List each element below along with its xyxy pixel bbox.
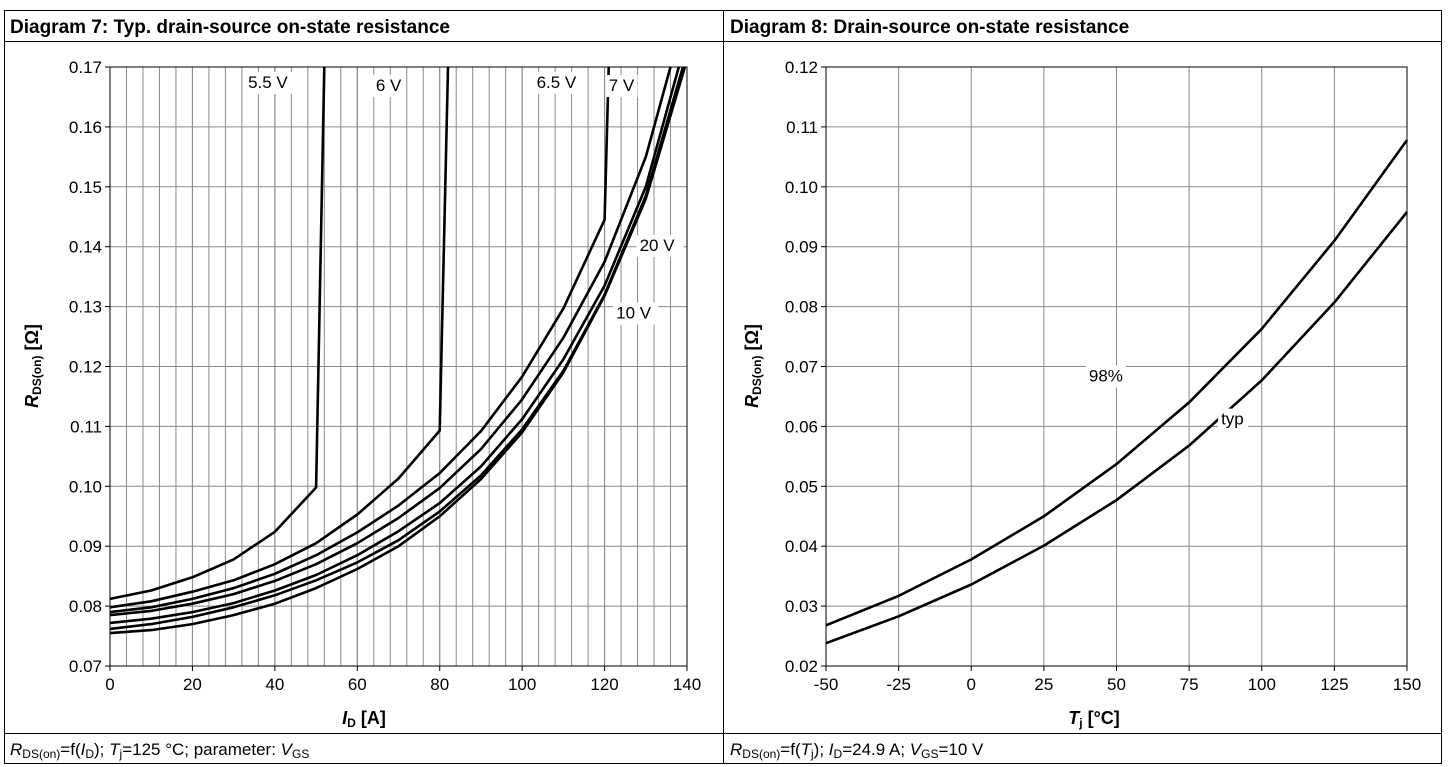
x-tick-label: -50 [814, 675, 839, 694]
chart-8-tick-labels: -50 -25 0 25 50 75 100 125 150 0.02 0.03 0.04 0.05 0.… [785, 58, 1421, 694]
curve-label-background [533, 71, 582, 94]
series-line [825, 139, 1409, 627]
x-tick-label: 40 [265, 675, 284, 694]
curve-label: 5.5 V [248, 73, 288, 92]
series-line [109, 66, 672, 617]
chart-7-tick-labels: 0 20 40 60 80 100 120 140 0.07 0.08 0.09 0.10 0.11 0.… [69, 58, 701, 694]
x-tick-label: 100 [1248, 675, 1276, 694]
x-tick-label: 140 [673, 675, 701, 694]
plot-area-border [825, 66, 1408, 667]
x-tick-label: -25 [886, 675, 911, 694]
y-tick-label: 0.07 [785, 358, 818, 377]
curve-label-background [372, 74, 405, 97]
y-tick-label: 0.08 [785, 298, 818, 317]
series-line [109, 66, 685, 631]
series-line [825, 211, 1409, 645]
curve-label: 20 V [640, 236, 676, 255]
y-tick-label: 0.13 [69, 298, 102, 317]
y-tick-label: 0.12 [785, 58, 818, 77]
curve-label: 98% [1089, 366, 1123, 385]
chart-7-grid [105, 66, 688, 671]
chart-7-curve-labels: 5.5 V 6 V 6.5 V 7 V 20 V 10 V [245, 71, 684, 325]
series-line [109, 66, 326, 601]
chart-7-y-axis-label: RDS(on) [Ω] [22, 324, 44, 408]
curve-label: 6.5 V [537, 73, 577, 92]
y-tick-label: 0.07 [69, 657, 102, 676]
series-line [109, 66, 687, 635]
y-tick-label: 0.12 [69, 358, 102, 377]
y-tick-label: 0.11 [786, 118, 818, 137]
y-tick-label: 0.15 [69, 178, 102, 197]
chart-7: 5.5 V 6 V 6.5 V 7 V 20 V 10 V 0 20 40 60 80 100 120… [22, 58, 701, 730]
x-tick-label: 25 [1034, 675, 1053, 694]
y-tick-label: 0.16 [69, 118, 102, 137]
y-tick-label: 0.09 [785, 238, 818, 257]
x-tick-label: 50 [1107, 675, 1126, 694]
curve-label: 7 V [609, 76, 635, 95]
curve-label-background [613, 302, 659, 325]
y-tick-label: 0.09 [69, 537, 102, 556]
diagram-7-title: Diagram 7: Typ. drain-source on-state re… [10, 17, 450, 38]
y-tick-label: 0.03 [785, 597, 818, 616]
diagram-7-caption: RDS(on)=f(ID); Tj=125 °C; parameter: VGS [10, 740, 309, 761]
chart-8-x-axis-label: Tj [°C] [1068, 708, 1120, 730]
curve-label-background [245, 71, 294, 94]
y-tick-label: 0.17 [69, 58, 102, 77]
y-tick-label: 0.10 [69, 477, 102, 496]
plot-area-border [109, 66, 688, 667]
chart-8-curve-labels: 98% typ [1085, 365, 1249, 431]
y-tick-label: 0.02 [785, 657, 818, 676]
series-line [109, 66, 610, 614]
y-tick-label: 0.11 [70, 417, 102, 436]
curve-label: typ [1221, 410, 1244, 429]
curve-label-background [1085, 365, 1126, 388]
datasheet-figure: Diagram 7: Typ. drain-source on-state re… [4, 10, 1442, 764]
diagram-8-caption: RDS(on)=f(Tj); ID=24.9 A; VGS=10 V [730, 740, 984, 761]
curve-label-background [636, 234, 684, 257]
y-tick-label: 0.14 [69, 238, 102, 257]
chart-8-series [825, 139, 1409, 645]
y-tick-label: 0.05 [785, 477, 818, 496]
y-tick-label: 0.08 [69, 597, 102, 616]
diagram-8-title: Diagram 8: Drain-source on-state resista… [730, 17, 1129, 38]
x-tick-label: 20 [183, 675, 202, 694]
x-tick-label: 0 [967, 675, 976, 694]
x-tick-label: 120 [590, 675, 618, 694]
x-tick-label: 75 [1180, 675, 1199, 694]
x-tick-label: 100 [508, 675, 536, 694]
x-tick-label: 0 [105, 675, 114, 694]
curve-label: 10 V [616, 304, 652, 323]
y-tick-label: 0.06 [785, 417, 818, 436]
series-line [109, 66, 681, 625]
x-tick-label: 150 [1393, 675, 1421, 694]
x-tick-label: 60 [348, 675, 367, 694]
y-tick-label: 0.10 [785, 178, 818, 197]
curve-label-background [605, 74, 638, 97]
chart-7-x-axis-label: ID [A] [342, 708, 386, 730]
x-tick-label: 125 [1320, 675, 1348, 694]
curve-label-background [1218, 408, 1249, 431]
chart-7-series [109, 66, 687, 635]
y-tick-label: 0.04 [785, 537, 818, 556]
chart-8: 98% typ -50 -25 0 25 50 75 100 125 150 0.02 0.03 0.0… [742, 58, 1421, 730]
x-tick-label: 80 [430, 675, 449, 694]
series-line [109, 66, 450, 609]
chart-8-y-axis-label: RDS(on) [Ω] [742, 324, 764, 408]
curve-label: 6 V [376, 76, 402, 95]
